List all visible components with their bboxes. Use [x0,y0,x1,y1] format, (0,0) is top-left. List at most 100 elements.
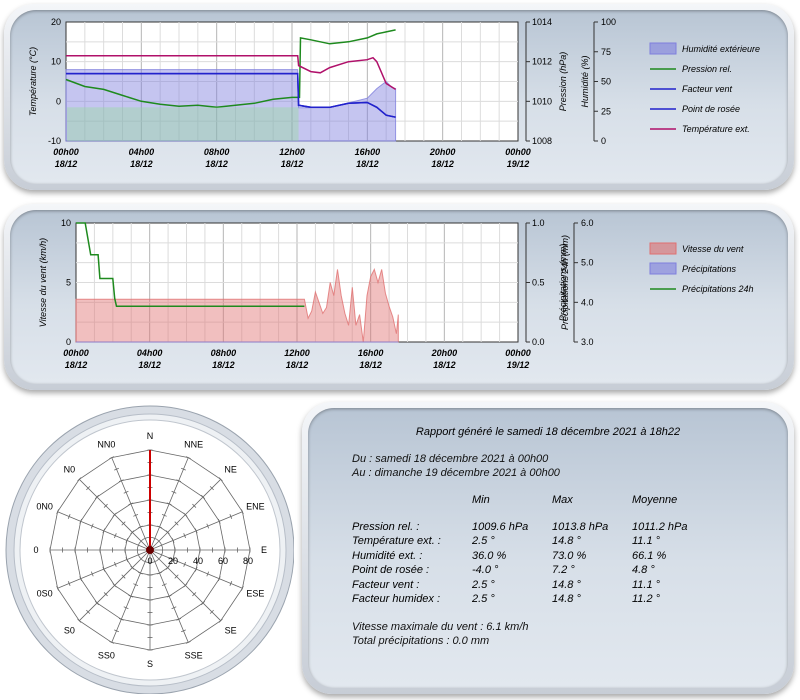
x-date-label: 18/12 [65,360,88,370]
x-date-label: 18/12 [130,159,153,169]
stats-row: Facteur vent : 2.5 ° 14.8 ° 11.1 ° [352,578,712,593]
stats-cell: Température ext. : [352,535,441,548]
rose-tick [103,592,108,597]
rose-direction-label: E [261,545,267,555]
legend-label: Facteur vent [682,84,733,94]
rose-direction-label: 0N0 [36,501,53,511]
rose-radial-label: 20 [168,556,178,566]
rose-tick [181,467,186,471]
rose-tick [123,490,129,494]
x-tick-label: 04h00 [129,147,155,157]
rose-tick [161,583,167,586]
y-right2-tick: 0 [601,136,606,146]
rose-tick [94,494,100,500]
rose-radial-label: 60 [218,556,228,566]
x-tick-label: 16h00 [358,348,384,358]
stats-cell: 11.2 ° [632,593,661,606]
rose-tick [171,557,175,563]
rose-tick [229,581,233,586]
stats-cell: Humidité ext. : [352,549,423,562]
rose-direction-label: 0S0 [37,589,53,599]
rose-tick [183,512,188,517]
rose-tick [139,556,144,561]
legend-swatch [649,242,677,255]
stats-cell: 2.5 ° [472,535,495,548]
rose-tick [118,617,124,621]
rose-tick [152,560,158,563]
rose-tick [137,542,140,548]
rose-tick [109,641,115,644]
x-tick-label: 16h00 [355,147,381,157]
rose-radial-label: 80 [243,556,253,566]
legend-swatch [649,262,677,275]
y-left-axis-label: Température (°C) [28,47,38,116]
report-total-rain: Total précipitations : 0.0 mm [352,635,490,647]
y-right1-axis-label: Pression (hPa) [558,52,568,112]
x-tick-label: 20h00 [429,147,456,157]
rose-tick [171,537,175,543]
rose-tick [206,523,210,529]
rose-tick [103,503,108,508]
stats-cell: 14.8 ° [552,593,581,606]
y-right1-tick: 1.0 [532,218,545,228]
stats-cell [352,493,472,508]
rose-direction-label: SE [225,626,237,636]
y-left-tick: 0 [66,337,71,347]
rose-tick [176,479,182,483]
legend-label: Précipitations 24h [682,284,754,294]
legend-label: Pression rel. [682,64,732,74]
y-right1-axis-label: Précipitations (mm) [558,244,568,322]
stats-row: Température ext. : 2.5 ° 14.8 ° 11.1 ° [352,534,712,549]
y-right2-tick: 100 [601,17,616,27]
stats-cell: Point de rosée : [352,564,430,577]
rose-tick [192,503,197,508]
rose-tick [79,518,83,524]
stats-cell: 1009.6 hPa [472,520,529,533]
rose-tick [125,557,129,563]
weather-chart: 00h00 18/12 04h00 18/12 08h00 18/12 12h00 18/12… [28,17,760,169]
rose-tick [94,600,100,606]
y-left-tick: 5 [66,278,71,288]
y-right2-tick: 3.0 [581,337,594,347]
rose-tick [123,606,129,610]
report-max-wind: Vitesse maximale du vent : 6.1 km/h [352,621,529,633]
rose-direction-label: ENE [246,501,265,511]
stats-cell: Facteur vent : [352,578,420,591]
y-left-tick: 10 [61,218,71,228]
stats-spacer [352,508,712,520]
rose-tick [128,502,134,506]
rose-tick [137,571,143,575]
stats-cell: 11.1 ° [632,578,661,591]
x-tick-label: 00h00 [63,348,89,358]
rose-direction-label: ESE [246,589,264,599]
rose-direction-label: S [147,659,153,669]
x-tick-label: 00h00 [505,147,531,157]
rose-tick [200,494,206,500]
rose-tick [114,629,119,633]
rose-tick [56,585,59,591]
rose-tick [152,537,158,540]
stats-row: Humidité ext. : 36.0 % 73.0 % 66.1 % [352,549,712,564]
y-right1-tick: 1010 [532,96,552,106]
rose-tick [142,537,148,540]
x-date-label: 19/12 [507,360,530,370]
series-line-4 [66,54,396,91]
rose-tick [183,561,186,567]
rose-tick [166,502,172,506]
rose-direction-label: S0 [64,626,75,636]
y-right2-tick: 50 [601,77,611,87]
x-date-label: 18/12 [55,159,78,169]
rose-direction-label: N [147,431,154,441]
report-title: Rapport généré le samedi 18 décembre 202… [415,426,681,438]
rose-tick [121,574,126,579]
x-date-label: 18/12 [205,159,228,169]
rose-tick [156,556,161,561]
x-tick-label: 12h00 [279,147,305,157]
y-left-tick: 10 [51,57,61,67]
stats-cell: 73.0 % [552,549,587,562]
y-left-tick: 20 [51,17,61,27]
rose-tick [109,456,115,459]
rose-tick [139,539,144,544]
stats-cell: 4.8 ° [632,564,655,577]
rose-tick [217,576,221,582]
